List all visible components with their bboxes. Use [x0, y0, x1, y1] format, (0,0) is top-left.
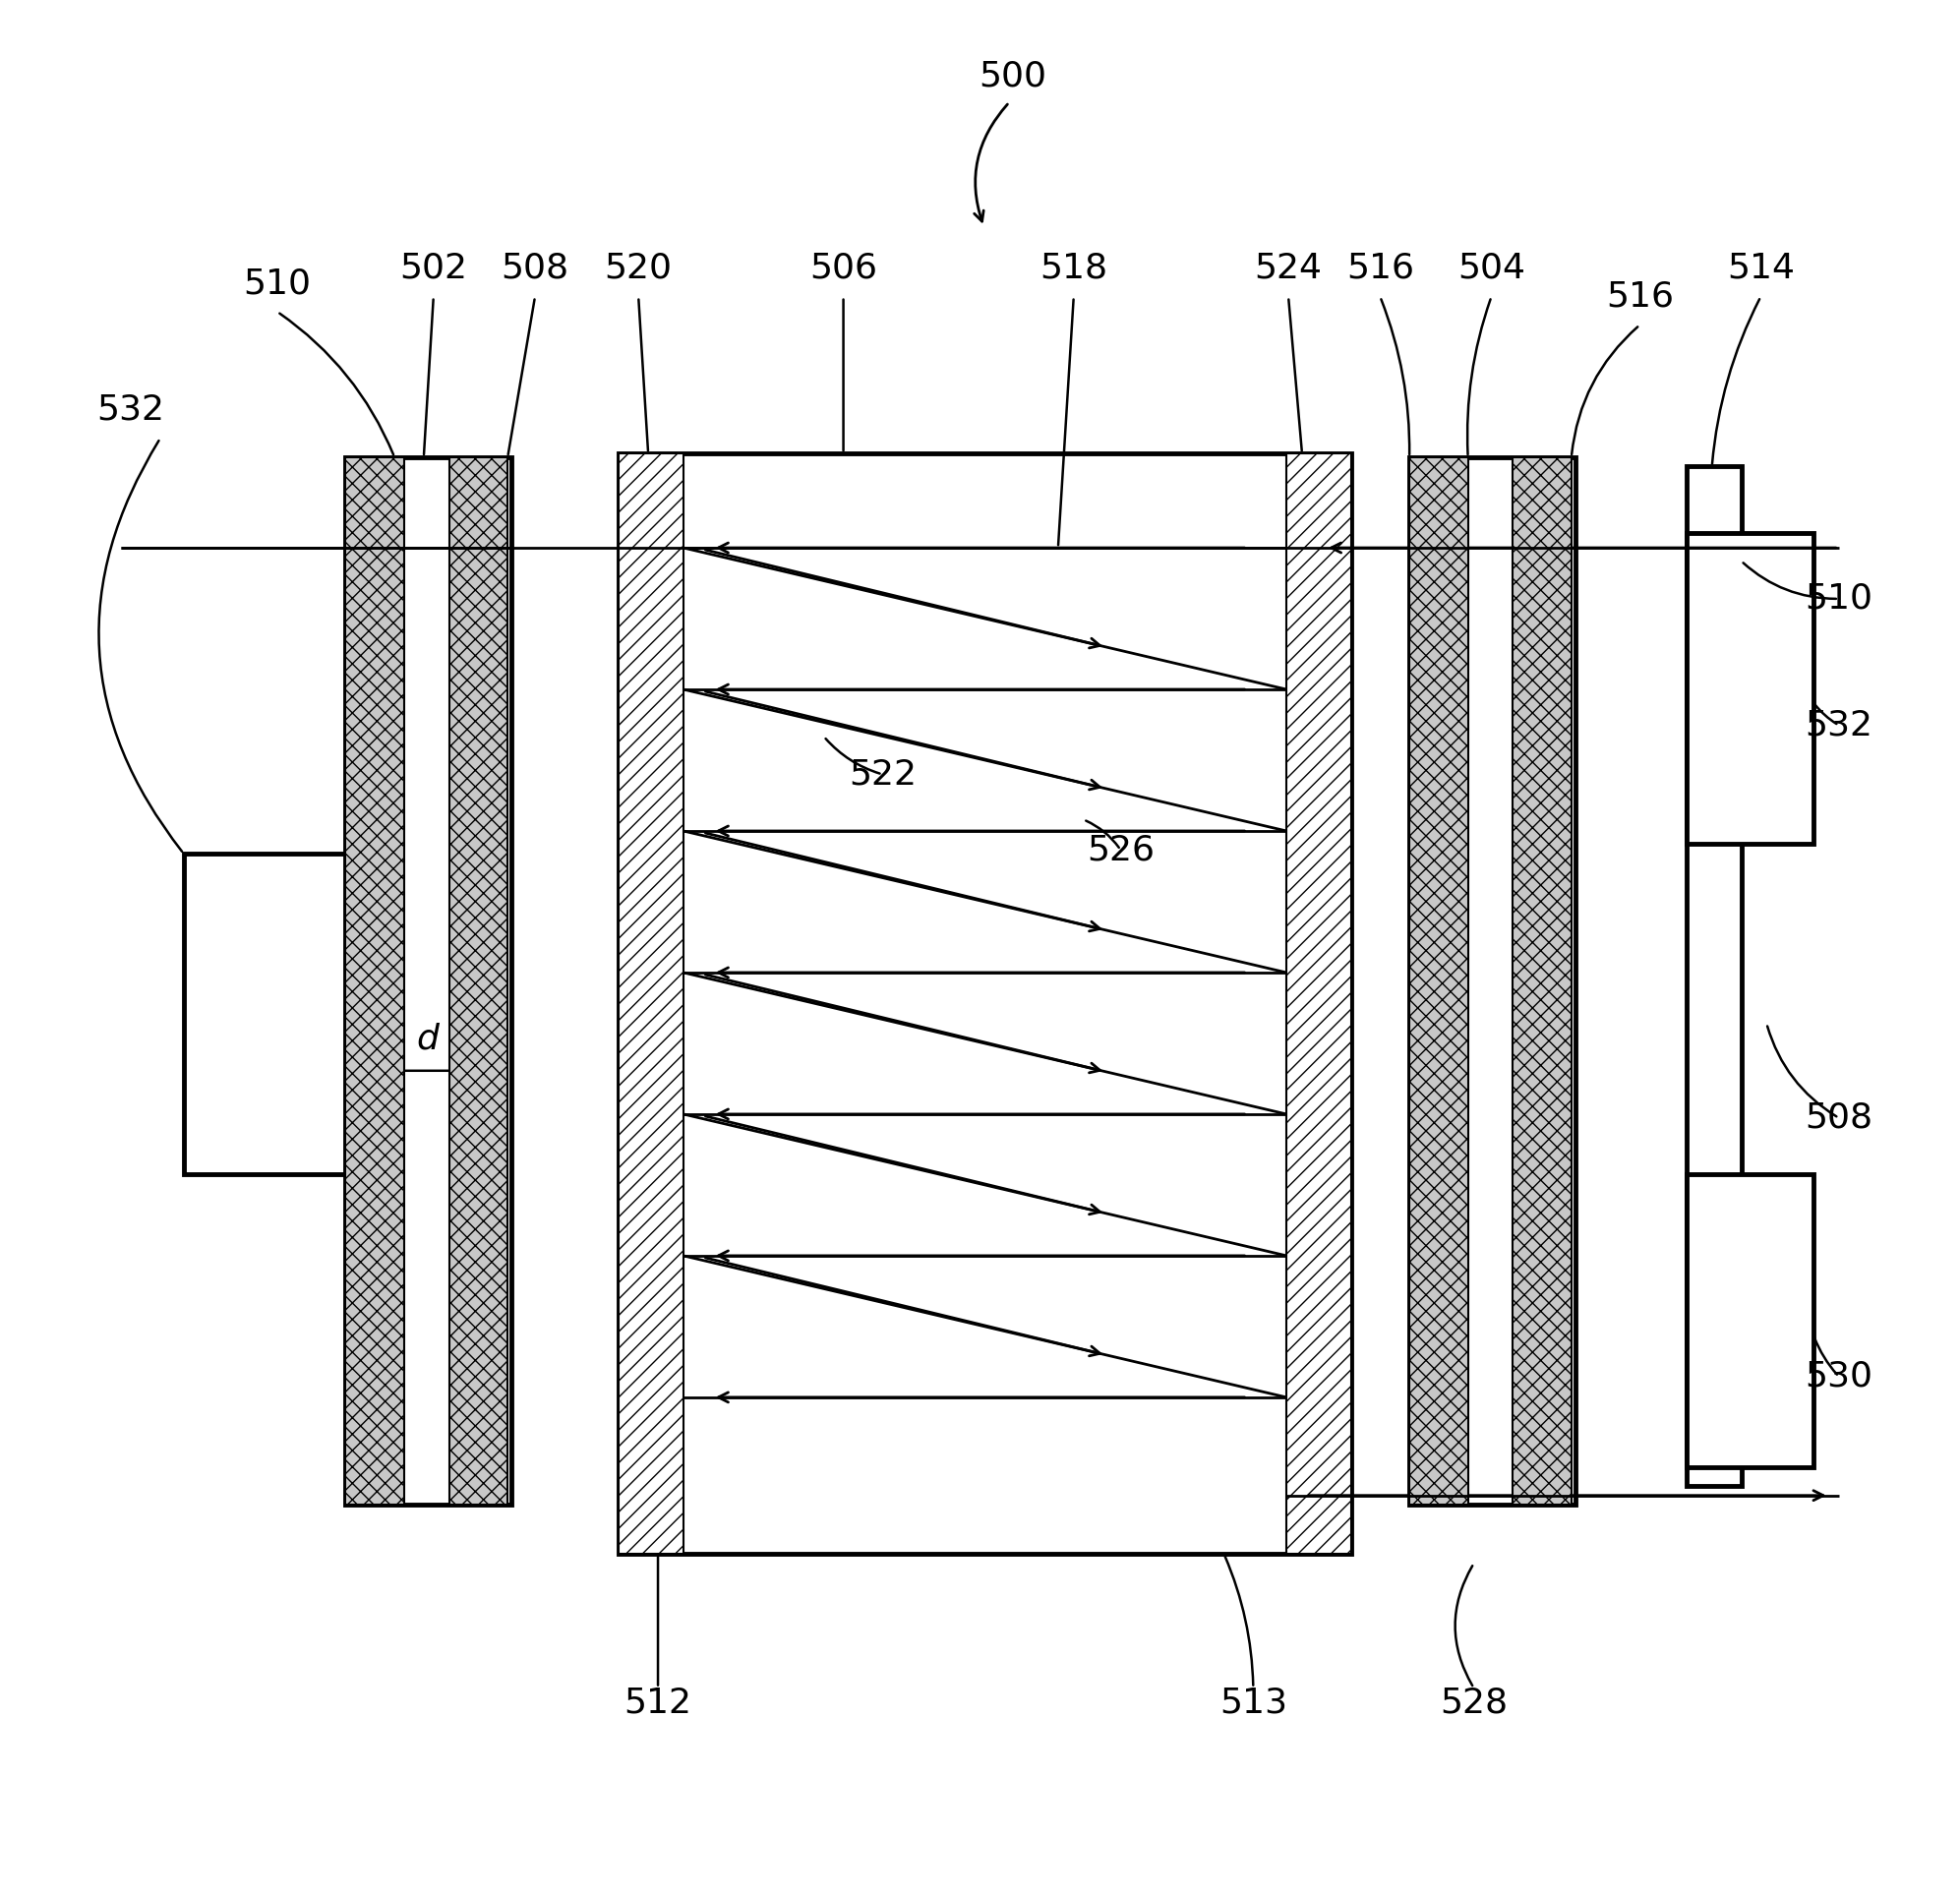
Text: 500: 500 [980, 59, 1047, 93]
Bar [619, 453, 1350, 1555]
Text: 528: 528 [1441, 1686, 1507, 1720]
Bar [184, 853, 345, 1174]
Text: 514: 514 [1727, 252, 1795, 284]
Text: 516: 516 [1347, 252, 1413, 284]
Text: 510: 510 [243, 267, 312, 300]
Text: 513: 513 [1219, 1686, 1288, 1720]
Text: 512: 512 [623, 1686, 692, 1720]
Bar [345, 457, 512, 1505]
Bar [1686, 1174, 1813, 1468]
Text: 520: 520 [604, 252, 672, 284]
Text: 526: 526 [1086, 832, 1154, 866]
Text: 510: 510 [1805, 582, 1872, 616]
Text: 504: 504 [1458, 252, 1525, 284]
Text: 532: 532 [98, 392, 165, 427]
Text: 532: 532 [1805, 709, 1872, 741]
Bar [1513, 457, 1572, 1505]
Bar [619, 453, 684, 1555]
Text: 524: 524 [1254, 252, 1323, 284]
Text: 508: 508 [1805, 1102, 1874, 1134]
Text: 522: 522 [849, 758, 917, 791]
Bar [1409, 457, 1576, 1505]
Text: 516: 516 [1605, 281, 1674, 313]
Text: d: d [416, 1022, 439, 1056]
Bar [345, 457, 404, 1505]
Bar [1286, 453, 1350, 1555]
Text: 506: 506 [809, 252, 878, 284]
Text: 518: 518 [1039, 252, 1107, 284]
Text: 508: 508 [502, 252, 568, 284]
Text: 502: 502 [400, 252, 466, 284]
Bar [1409, 457, 1468, 1505]
Bar [1686, 533, 1813, 844]
Text: 530: 530 [1805, 1359, 1872, 1394]
Bar [1686, 466, 1740, 1486]
Bar [449, 457, 508, 1505]
